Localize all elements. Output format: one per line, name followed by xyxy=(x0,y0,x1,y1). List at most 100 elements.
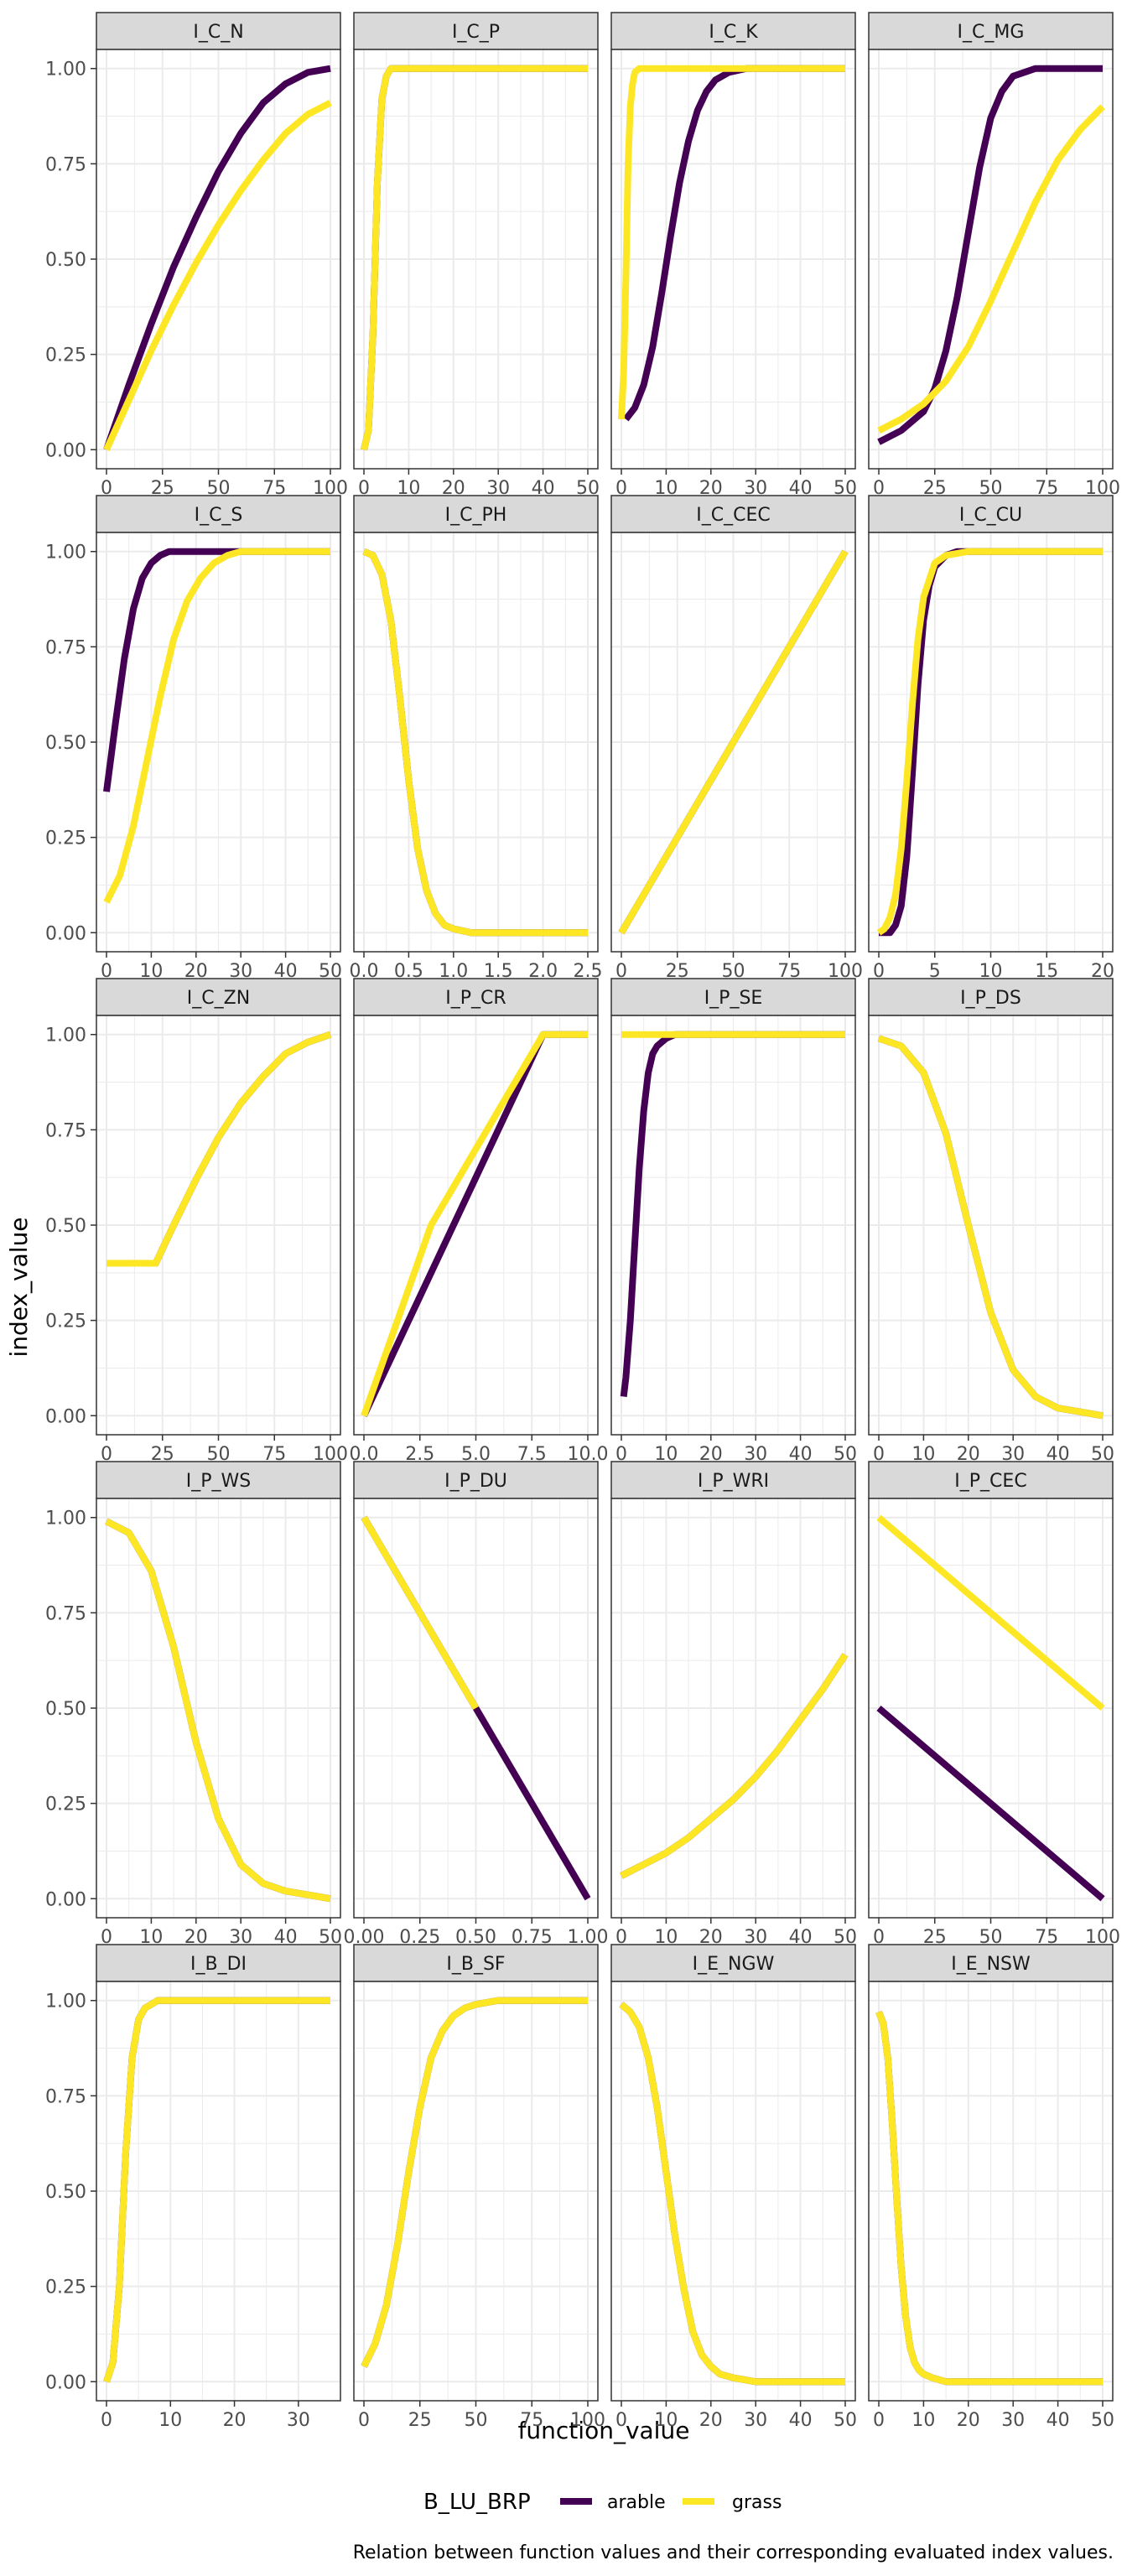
facet-strip xyxy=(353,1944,599,1982)
y-tick-label: 0.50 xyxy=(45,2182,86,2203)
x-tick-label: 20 xyxy=(957,2410,980,2431)
y-tick-label: 0.75 xyxy=(45,637,86,658)
legend-label-arable: arable xyxy=(607,2492,666,2513)
y-tick-label: 0.75 xyxy=(45,1120,86,1141)
legend-title: B_LU_BRP xyxy=(423,2490,531,2515)
series-line-grass xyxy=(620,1653,849,1879)
facet-title: I_C_PH xyxy=(445,505,507,526)
panel: I_P_DS0 10 20 30 40 50 xyxy=(868,978,1114,1465)
series-line-grass xyxy=(875,2010,1103,2386)
x-tick-label: 0 xyxy=(873,961,885,982)
series-line-grass xyxy=(105,1518,331,1903)
x-tick-label: 100 xyxy=(570,2410,605,2431)
y-tick-label: 1.00 xyxy=(45,60,86,80)
panel: I_C_P0 10 20 30 40 50 xyxy=(353,12,600,499)
y-tick-label: 0.25 xyxy=(45,828,86,849)
facet-strip xyxy=(610,495,856,533)
facet-title: I_C_CEC xyxy=(696,505,770,526)
panel: I_E_NSW 0 10 20 30 40 50 xyxy=(868,1944,1114,2431)
facet-strip xyxy=(868,495,1114,533)
facet-title: I_B_SF xyxy=(446,1954,505,1975)
y-tick-label: 0.25 xyxy=(45,1311,86,1332)
facet-title: I_C_P xyxy=(452,22,500,43)
gridlines xyxy=(611,1498,855,1918)
panel: I_C_K0 10 20 30 40 50 xyxy=(610,12,857,499)
gridlines xyxy=(96,1015,340,1435)
y-tick-label: 1.00 xyxy=(45,543,86,564)
y-tick-label: 0.25 xyxy=(45,2277,86,2298)
x-tick-label: 40 xyxy=(1046,2410,1070,2431)
facet-strip xyxy=(96,12,341,50)
x-tick-label: 0 xyxy=(101,961,112,982)
facet-strip xyxy=(353,1461,599,1499)
y-tick-label: 1.00 xyxy=(45,1026,86,1046)
facet-title: I_C_CU xyxy=(959,505,1022,526)
panel: I_P_WS0 10 20 30 40 500.000.250.500.751.00 xyxy=(45,1461,342,1948)
y-tick-label: 0.00 xyxy=(45,440,86,461)
panel: I_P_DU0.00 0.25 0.50 0.75 1.00 xyxy=(344,1461,608,1948)
gridlines xyxy=(354,1981,598,2401)
gridlines xyxy=(354,1015,598,1435)
y-tick-label: 0.50 xyxy=(45,733,86,754)
y-tick-label: 0.75 xyxy=(45,1603,86,1624)
series-line-grass xyxy=(876,548,1103,936)
x-tick-label: 20 xyxy=(699,2410,723,2431)
series-line-grass xyxy=(361,1031,588,1417)
x-tick-label: 20 xyxy=(223,2410,247,2431)
caption: Relation between function values and the… xyxy=(353,2542,1114,2563)
series-line-grass xyxy=(618,65,845,420)
y-tick-label: 1.00 xyxy=(45,1509,86,1530)
x-tick-label: 0 xyxy=(101,1444,112,1465)
x-tick-label: 0 xyxy=(873,1444,885,1465)
x-tick-label: 30 xyxy=(287,2410,310,2431)
panel: I_P_CR0.0 2.5 5.0 7.5 10.0 xyxy=(350,978,608,1465)
x-tick-label: 0 xyxy=(873,478,885,499)
facet-strip xyxy=(353,12,599,50)
x-tick-label: 0 xyxy=(615,961,627,982)
facet-title: I_C_ZN xyxy=(187,988,250,1009)
panel-grid: I_C_N0 25 50 75 1000.000.250.500.751.00I_C_P… xyxy=(45,12,1120,2431)
y-tick-label: 0.50 xyxy=(45,250,86,271)
panel: I_C_MG0 25 50 75 100 xyxy=(868,12,1120,499)
series-line-grass xyxy=(876,1514,1105,1711)
y-tick-label: 0.75 xyxy=(45,2086,86,2107)
x-axis-label: function_value xyxy=(518,2417,690,2444)
gridlines xyxy=(869,1981,1113,2401)
panel-border xyxy=(353,532,599,953)
facet-strip xyxy=(868,978,1114,1016)
facet-title: I_B_DI xyxy=(190,1954,247,1975)
panel-border xyxy=(868,1981,1114,2402)
series-line-arable xyxy=(103,548,330,792)
facet-title: I_P_CR xyxy=(445,988,506,1009)
x-tick-label: 10 xyxy=(158,2410,182,2431)
panel: I_C_S0 10 20 30 40 500.000.250.500.751.00 xyxy=(45,495,342,982)
facet-strip xyxy=(610,978,856,1016)
gridlines xyxy=(354,532,598,952)
series-line-grass xyxy=(877,1035,1104,1420)
x-tick-label: 0 xyxy=(615,1444,627,1465)
series-line-grass xyxy=(361,1515,479,1711)
x-tick-label: 10 xyxy=(911,2410,935,2431)
panel-border xyxy=(610,49,856,470)
y-tick-label: 0.75 xyxy=(45,154,86,175)
y-tick-label: 0.00 xyxy=(45,1889,86,1910)
y-tick-label: 0.25 xyxy=(45,345,86,366)
y-tick-label: 0.25 xyxy=(45,1794,86,1815)
y-tick-label: 0.00 xyxy=(45,2372,86,2393)
facet-title: I_C_N xyxy=(193,22,243,43)
gridlines xyxy=(611,1981,855,2401)
series-line-arable xyxy=(103,65,331,451)
x-tick-label: 50 xyxy=(834,2410,857,2431)
legend-label-grass: grass xyxy=(732,2492,782,2513)
facet-title: I_E_NGW xyxy=(693,1954,775,1975)
x-tick-label: 30 xyxy=(744,2410,767,2431)
x-tick-label: 0 xyxy=(615,478,627,499)
facet-title: I_E_NSW xyxy=(951,1954,1031,1975)
facet-title: I_P_WS xyxy=(186,1471,251,1492)
x-tick-label: 0 xyxy=(101,2410,112,2431)
x-tick-label: 30 xyxy=(1001,2410,1025,2431)
x-tick-label: 0 xyxy=(101,478,112,499)
